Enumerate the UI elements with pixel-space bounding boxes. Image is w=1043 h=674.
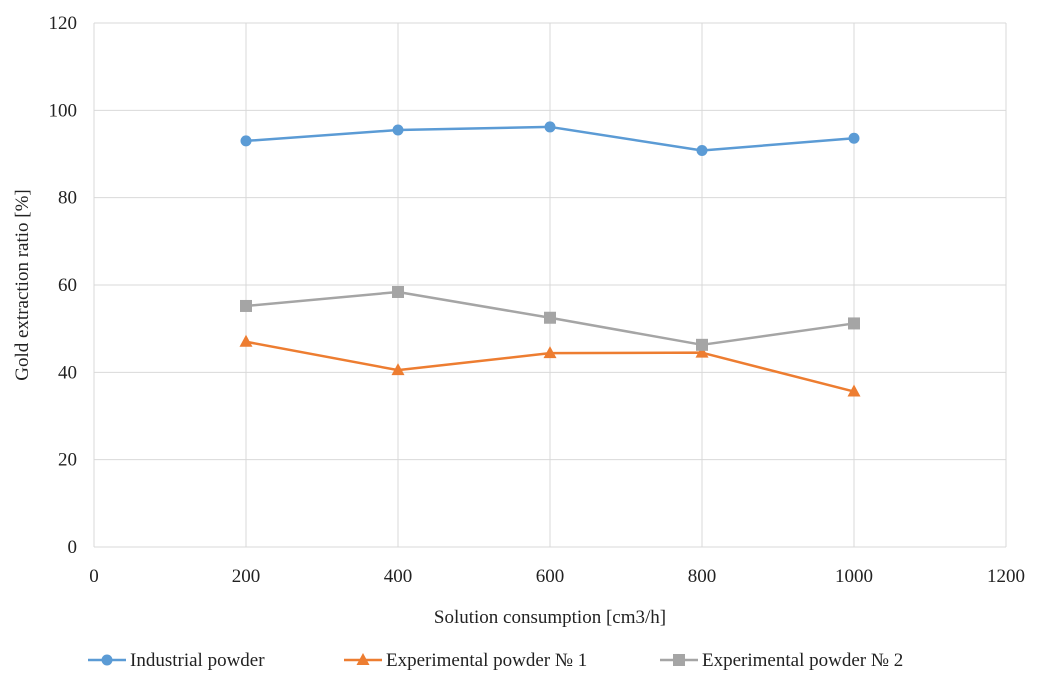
legend: Industrial powder Experimental powder № 1…	[88, 650, 903, 671]
series-2	[239, 334, 861, 397]
data-point	[392, 124, 404, 136]
data-point	[543, 346, 557, 359]
y-tick-label: 20	[58, 450, 77, 471]
series-3	[240, 285, 860, 351]
x-tick-label: 400	[384, 566, 413, 587]
legend-item-2: Experimental powder № 1	[344, 650, 587, 671]
data-point	[391, 363, 405, 376]
data-point	[240, 135, 252, 147]
y-tick-label: 100	[49, 100, 78, 121]
x-tick-label: 1000	[835, 566, 873, 587]
y-tick-label: 120	[49, 13, 78, 34]
x-axis-title: Solution consumption [cm3/h]	[434, 607, 666, 628]
x-tick-label: 800	[688, 566, 717, 587]
y-tick-labels: 0 20 40 60 80 100 120	[49, 13, 78, 558]
legend-label: Experimental powder № 1	[386, 650, 587, 671]
data-point	[544, 121, 556, 133]
data-point	[848, 317, 860, 330]
y-tick-label: 0	[68, 537, 78, 558]
y-axis-title: Gold extraction ratio [%]	[12, 189, 33, 381]
gridlines	[94, 22, 1007, 547]
data-point	[392, 285, 404, 298]
data-point	[696, 338, 708, 351]
data-point	[695, 345, 709, 358]
x-tick-label: 600	[536, 566, 565, 587]
data-point	[847, 384, 861, 397]
series-1	[240, 121, 860, 157]
legend-label: Industrial powder	[130, 650, 265, 671]
y-tick-label: 60	[58, 275, 77, 296]
x-tick-label: 1200	[987, 566, 1025, 587]
data-point	[696, 145, 708, 157]
x-tick-label: 0	[89, 566, 99, 587]
legend-marker	[673, 654, 685, 666]
y-tick-label: 80	[58, 188, 77, 209]
x-tick-labels: 0 200 400 600 800 1000 1200	[89, 566, 1025, 587]
data-point	[848, 132, 860, 144]
y-tick-label: 40	[58, 362, 77, 383]
series-group	[239, 121, 861, 397]
data-point	[544, 311, 556, 324]
axes	[93, 23, 1006, 548]
legend-item-1: Industrial powder	[88, 650, 265, 671]
x-tick-label: 200	[232, 566, 261, 587]
legend-marker	[356, 653, 370, 665]
data-point	[240, 299, 252, 312]
legend-item-3: Experimental powder № 2	[660, 650, 903, 671]
legend-label: Experimental powder № 2	[702, 650, 903, 671]
data-point	[239, 334, 253, 347]
legend-marker	[101, 654, 113, 666]
